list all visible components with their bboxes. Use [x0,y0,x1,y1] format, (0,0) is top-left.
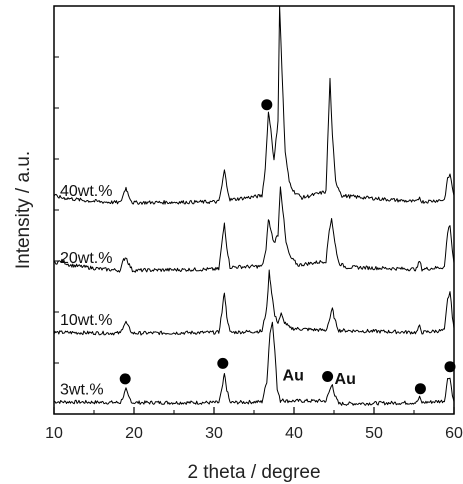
phase-marker-dot [414,383,426,395]
series-line-2 [54,269,454,336]
annotation-au: Au [335,371,356,388]
series-line-3 [54,186,454,273]
x-tick-label: 10 [45,425,63,442]
phase-marker-dot [444,361,456,373]
marker-group [119,99,456,395]
annotation-au: Au [283,368,304,385]
series-label-4: 40wt.% [60,183,112,200]
phase-marker-dot [217,357,229,369]
phase-marker-dot [322,371,334,382]
series-labels: 3wt.% 10wt.% 20wt.% 40wt.% [60,183,112,399]
plot-frame [53,5,455,415]
series-label-3: 20wt.% [60,250,112,267]
phase-marker-dot [119,373,131,385]
series-group [54,6,454,406]
y-axis-title: Intensity / a.u. [13,151,34,269]
x-tick-label: 40 [285,425,303,442]
series-line-4 [54,6,454,205]
x-tick-label: 30 [205,425,223,442]
x-tick-label: 20 [125,425,143,442]
annotation-group: Au Au [283,368,356,389]
x-axis-title: 2 theta / degree [187,462,320,483]
series-label-1: 3wt.% [60,382,104,399]
x-axis-ticks: 10 20 30 40 50 60 [45,56,463,442]
series-line-1 [54,321,454,406]
series-label-2: 10wt.% [60,312,112,329]
x-tick-label: 60 [445,425,463,442]
x-tick-label: 50 [365,425,383,442]
phase-marker-dot [261,99,273,111]
